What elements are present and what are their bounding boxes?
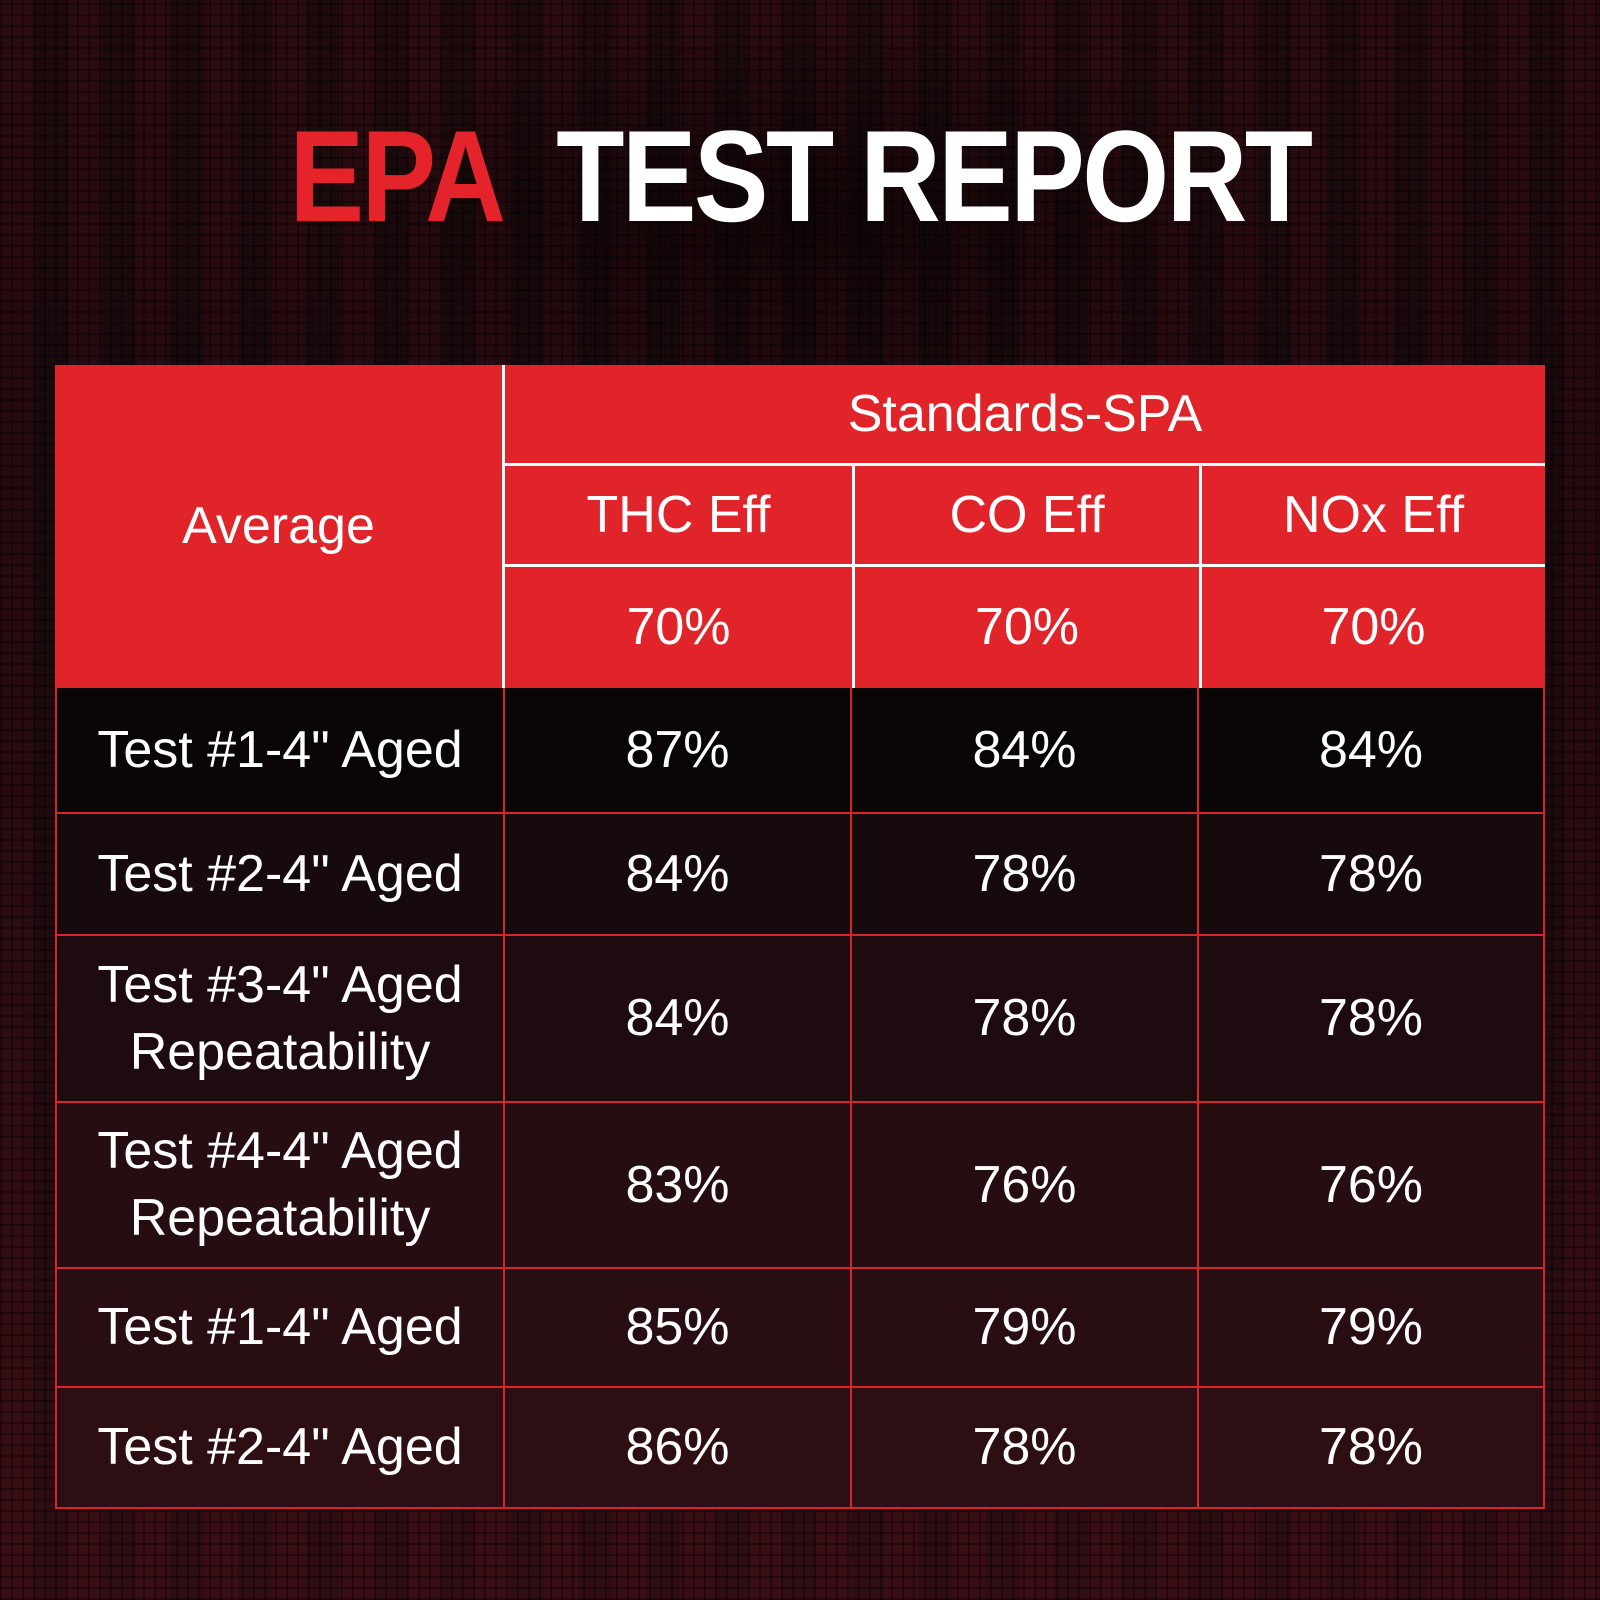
report-title: EPA TEST REPORT bbox=[112, 108, 1488, 245]
epa-test-report-table: Average Standards-SPA THC Eff CO Eff NOx… bbox=[55, 365, 1545, 1509]
value-cell: 78% bbox=[1199, 1388, 1545, 1509]
standard-value-nox: 70% bbox=[1199, 567, 1545, 688]
value-cell: 87% bbox=[505, 688, 852, 814]
standard-value-co: 70% bbox=[852, 567, 1199, 688]
column-header-thc-eff: THC Eff bbox=[505, 466, 852, 567]
row-label: Test #2-4" Aged bbox=[55, 1388, 505, 1509]
value-cell: 86% bbox=[505, 1388, 852, 1509]
value-cell: 78% bbox=[852, 814, 1199, 936]
row-label: Test #1-4" Aged bbox=[55, 688, 505, 814]
value-cell: 83% bbox=[505, 1103, 852, 1269]
title-accent: EPA bbox=[289, 103, 502, 249]
row-label: Test #2-4" Aged bbox=[55, 814, 505, 936]
value-cell: 76% bbox=[852, 1103, 1199, 1269]
value-cell: 84% bbox=[852, 688, 1199, 814]
corner-header-average: Average bbox=[55, 365, 505, 688]
row-label: Test #3-4" Aged Repeatability bbox=[55, 936, 505, 1103]
title-main: TEST REPORT bbox=[556, 103, 1313, 249]
value-cell: 78% bbox=[1199, 936, 1545, 1103]
value-cell: 78% bbox=[852, 1388, 1199, 1509]
value-cell: 78% bbox=[852, 936, 1199, 1103]
value-cell: 84% bbox=[1199, 688, 1545, 814]
row-label: Test #1-4" Aged bbox=[55, 1269, 505, 1388]
value-cell: 78% bbox=[1199, 814, 1545, 936]
column-header-co-eff: CO Eff bbox=[852, 466, 1199, 567]
group-header-standards-spa: Standards-SPA bbox=[505, 365, 1545, 466]
standard-value-thc: 70% bbox=[505, 567, 852, 688]
column-header-nox-eff: NOx Eff bbox=[1199, 466, 1545, 567]
value-cell: 84% bbox=[505, 814, 852, 936]
title-rest bbox=[528, 103, 556, 249]
row-label: Test #4-4" Aged Repeatability bbox=[55, 1103, 505, 1269]
value-cell: 79% bbox=[1199, 1269, 1545, 1388]
value-cell: 85% bbox=[505, 1269, 852, 1388]
value-cell: 79% bbox=[852, 1269, 1199, 1388]
value-cell: 84% bbox=[505, 936, 852, 1103]
value-cell: 76% bbox=[1199, 1103, 1545, 1269]
